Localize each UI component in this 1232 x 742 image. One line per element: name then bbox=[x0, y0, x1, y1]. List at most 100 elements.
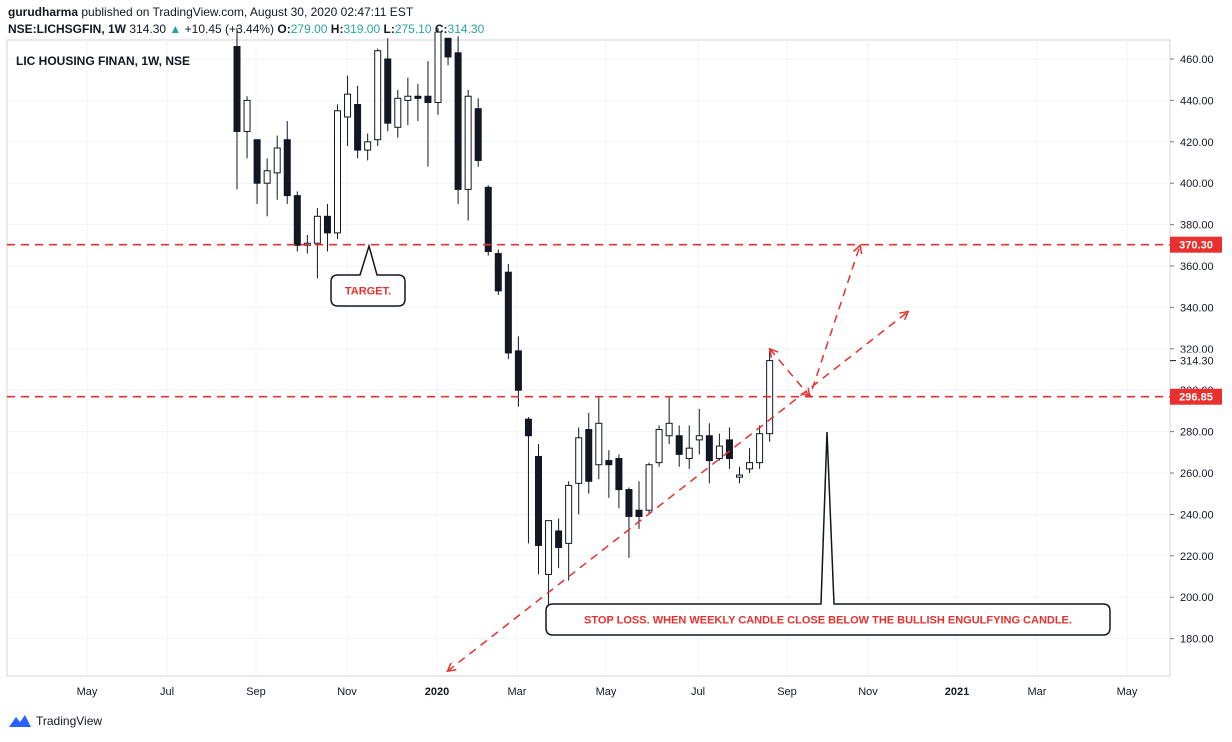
trendline-arrow-end bbox=[899, 310, 910, 321]
projection-arrow-end bbox=[853, 243, 863, 255]
candle-body-bear bbox=[494, 253, 502, 292]
candle-body-bull bbox=[273, 147, 281, 174]
high-value: 319.00 bbox=[343, 22, 381, 36]
open-value: 279.00 bbox=[290, 22, 328, 36]
candle bbox=[243, 96, 251, 159]
candle-body-bull bbox=[575, 437, 583, 484]
candle bbox=[404, 77, 412, 126]
candle-body-bear bbox=[474, 108, 482, 161]
x-tick-label: Jul bbox=[691, 686, 705, 698]
candle bbox=[263, 158, 271, 217]
candle-body-bear bbox=[585, 429, 593, 482]
price-label: 370.30 bbox=[1170, 236, 1222, 253]
candle bbox=[494, 249, 502, 295]
candle-body-bear bbox=[323, 215, 331, 234]
publish-info: gurudharma published on TradingView.com,… bbox=[8, 5, 413, 19]
y-tick-label: 380.00 bbox=[1180, 220, 1214, 232]
stop-loss-callout-text: STOP LOSS. WHEN WEEKLY CANDLE CLOSE BELO… bbox=[584, 615, 1072, 627]
up-arrow-icon: ▲ bbox=[169, 22, 182, 36]
published-text: published on TradingView.com, August 30,… bbox=[81, 5, 414, 19]
candle bbox=[474, 98, 482, 167]
candle bbox=[585, 412, 593, 494]
candle-body-bear bbox=[454, 52, 462, 190]
candle-body-bear bbox=[625, 489, 633, 517]
y-tick-label: 280.00 bbox=[1180, 427, 1214, 439]
x-tick-label: Sep bbox=[777, 686, 797, 698]
candle-body-bear bbox=[535, 455, 542, 546]
candle-body-bear bbox=[504, 271, 512, 354]
candle-body-bear bbox=[354, 104, 362, 151]
y-tick-label: 420.00 bbox=[1180, 137, 1214, 149]
price-label-text: 370.30 bbox=[1179, 240, 1213, 252]
candle-body-bull bbox=[434, 31, 442, 103]
candle-body-bull bbox=[404, 95, 412, 101]
grid bbox=[7, 40, 1170, 676]
candle bbox=[535, 444, 542, 575]
y-tick-label: 220.00 bbox=[1180, 551, 1214, 563]
candle-body-bull bbox=[243, 99, 251, 132]
candle bbox=[313, 208, 321, 279]
stop-loss-callout: STOP LOSS. WHEN WEEKLY CANDLE CLOSE BELO… bbox=[545, 431, 1111, 636]
candle-body-bull bbox=[464, 95, 472, 190]
candle bbox=[504, 263, 512, 360]
candle-body-bear bbox=[233, 46, 241, 132]
x-tick-label: May bbox=[77, 686, 98, 698]
candle bbox=[645, 462, 653, 515]
y-tick-label: 360.00 bbox=[1180, 261, 1214, 273]
symbol-label: NSE:LICHSGFIN, 1W bbox=[8, 22, 127, 36]
candle-body-bull bbox=[394, 97, 402, 128]
candle-body-bull bbox=[655, 429, 663, 464]
price-axis[interactable]: 180.00200.00220.00240.00260.00280.00300.… bbox=[1170, 54, 1222, 646]
candle bbox=[454, 36, 462, 204]
candle bbox=[253, 139, 261, 204]
candle-body-bear bbox=[524, 418, 532, 437]
y-tick-label: 240.00 bbox=[1180, 509, 1214, 521]
x-tick-label: May bbox=[1117, 686, 1138, 698]
candle bbox=[595, 396, 603, 480]
author-name[interactable]: gurudharma bbox=[8, 5, 79, 19]
candle-body-bull bbox=[685, 447, 693, 460]
candle bbox=[746, 448, 754, 473]
y-tick-label: 440.00 bbox=[1180, 95, 1214, 107]
candle bbox=[655, 425, 663, 467]
candle bbox=[283, 121, 291, 204]
candle bbox=[364, 133, 372, 161]
candle bbox=[625, 487, 633, 558]
x-tick-label: Mar bbox=[508, 686, 527, 698]
x-tick-label: Mar bbox=[1028, 686, 1047, 698]
candle-body-bull bbox=[344, 93, 352, 118]
projection-path bbox=[769, 245, 861, 398]
low-label: L: bbox=[383, 22, 395, 36]
candle bbox=[605, 450, 613, 498]
candle bbox=[414, 83, 422, 122]
target-callout: TARGET. bbox=[330, 243, 406, 307]
candle bbox=[524, 417, 532, 544]
candle bbox=[384, 38, 392, 132]
time-axis[interactable]: May Jul Sep Nov 2020 Mar May Jul Sep Nov 2021 Mar Ma… bbox=[77, 686, 1138, 698]
candle bbox=[555, 518, 563, 569]
stop-loss-callout-box bbox=[545, 431, 1111, 636]
candles bbox=[233, 27, 774, 608]
candle-body-bull bbox=[665, 422, 673, 437]
y-tick-label: 180.00 bbox=[1180, 634, 1214, 646]
candle bbox=[715, 433, 723, 461]
x-tick-label: 2020 bbox=[425, 686, 449, 698]
candle bbox=[756, 425, 764, 469]
tradingview-footer[interactable]: TradingView bbox=[8, 714, 102, 728]
price-label-bg bbox=[1170, 236, 1222, 253]
candle-body-bear bbox=[283, 139, 291, 197]
y-tick-label: 200.00 bbox=[1180, 592, 1214, 604]
candle bbox=[615, 454, 623, 509]
chart-border bbox=[6, 39, 1171, 677]
candle-body-bear bbox=[605, 460, 613, 466]
candle bbox=[545, 520, 553, 608]
candle-body-bear bbox=[384, 58, 392, 124]
candle bbox=[685, 425, 693, 469]
candle bbox=[354, 85, 362, 159]
price-label-bg bbox=[1170, 388, 1222, 405]
candle bbox=[293, 191, 301, 252]
candle-body-bear bbox=[615, 458, 623, 491]
candle bbox=[695, 408, 703, 455]
candle bbox=[575, 427, 583, 515]
